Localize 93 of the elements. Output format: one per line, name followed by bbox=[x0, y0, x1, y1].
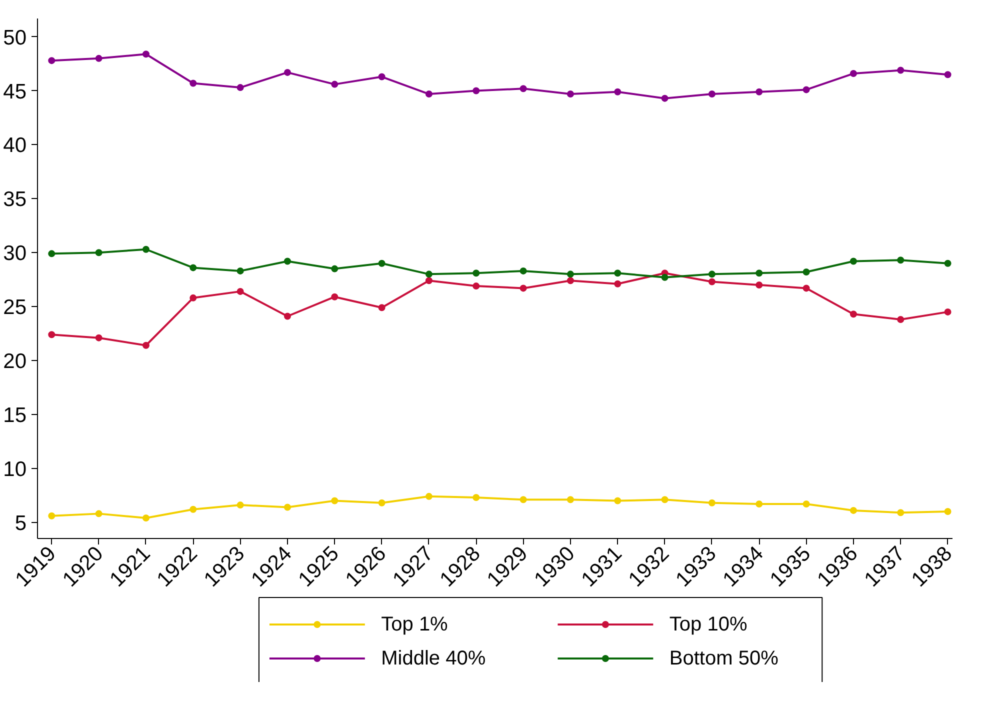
point bbox=[190, 294, 197, 302]
point bbox=[142, 342, 150, 349]
point bbox=[944, 308, 952, 316]
point bbox=[520, 267, 527, 274]
point bbox=[48, 331, 56, 338]
point bbox=[95, 334, 102, 342]
point bbox=[95, 54, 102, 62]
point bbox=[472, 270, 480, 277]
point bbox=[520, 496, 527, 504]
point bbox=[425, 277, 432, 284]
point bbox=[190, 80, 197, 87]
point bbox=[236, 502, 244, 509]
point bbox=[566, 270, 574, 278]
point bbox=[802, 500, 810, 508]
point bbox=[331, 293, 338, 300]
y-tick-label: 15 bbox=[3, 404, 26, 427]
y-tick-label: 25 bbox=[3, 296, 26, 320]
point bbox=[425, 270, 432, 278]
point bbox=[897, 509, 904, 516]
point bbox=[614, 497, 622, 504]
point bbox=[566, 277, 574, 284]
point bbox=[850, 506, 857, 514]
point bbox=[331, 265, 338, 272]
point bbox=[520, 284, 527, 292]
point bbox=[236, 288, 244, 295]
point bbox=[756, 281, 763, 288]
point bbox=[284, 68, 291, 76]
point bbox=[708, 499, 716, 506]
y-tick-label: 20 bbox=[3, 350, 26, 373]
y-tick-label: 10 bbox=[3, 458, 26, 481]
point bbox=[756, 270, 763, 277]
point bbox=[566, 496, 574, 504]
point bbox=[708, 278, 716, 286]
point bbox=[425, 492, 432, 500]
point bbox=[284, 258, 291, 265]
point bbox=[802, 284, 810, 292]
point bbox=[756, 88, 763, 96]
point bbox=[802, 268, 810, 276]
point bbox=[614, 270, 622, 277]
point bbox=[331, 497, 338, 504]
point bbox=[850, 310, 857, 318]
point bbox=[236, 84, 244, 92]
legend-label: Middle 40% bbox=[381, 648, 486, 670]
point bbox=[142, 514, 150, 522]
point bbox=[378, 260, 386, 267]
point bbox=[566, 90, 574, 98]
point bbox=[472, 494, 480, 501]
point bbox=[661, 274, 668, 281]
point bbox=[236, 267, 244, 274]
point bbox=[95, 510, 102, 518]
point bbox=[472, 282, 480, 290]
point bbox=[756, 500, 763, 508]
point bbox=[897, 66, 904, 74]
point bbox=[95, 249, 102, 256]
point bbox=[142, 246, 150, 253]
point bbox=[378, 73, 386, 80]
legend-label: Top 1% bbox=[381, 614, 448, 636]
point bbox=[378, 304, 386, 312]
point bbox=[850, 258, 857, 265]
y-tick-label: 5 bbox=[14, 512, 27, 535]
point bbox=[944, 71, 952, 78]
point bbox=[331, 80, 338, 88]
point bbox=[944, 508, 952, 516]
point bbox=[378, 499, 386, 506]
point bbox=[614, 88, 622, 96]
point bbox=[48, 512, 56, 520]
point bbox=[708, 270, 716, 278]
point bbox=[425, 90, 432, 98]
point bbox=[190, 506, 197, 513]
point bbox=[190, 264, 197, 272]
legend-label: Bottom 50% bbox=[669, 648, 779, 670]
point bbox=[897, 256, 904, 264]
point bbox=[661, 94, 668, 102]
y-tick-label: 40 bbox=[3, 134, 26, 158]
point bbox=[48, 57, 56, 64]
point bbox=[661, 496, 668, 504]
y-tick-label: 30 bbox=[3, 242, 26, 266]
point bbox=[802, 86, 810, 94]
legend-label: Top 10% bbox=[669, 614, 748, 636]
point bbox=[614, 280, 622, 288]
point bbox=[142, 50, 150, 58]
y-tick-label: 50 bbox=[3, 26, 26, 50]
point bbox=[284, 312, 291, 320]
point bbox=[897, 316, 904, 323]
point bbox=[284, 504, 291, 511]
point bbox=[48, 250, 56, 258]
y-tick-label: 45 bbox=[3, 80, 26, 104]
point bbox=[850, 70, 857, 78]
point bbox=[708, 90, 716, 98]
y-tick-label: 35 bbox=[3, 188, 26, 212]
point bbox=[472, 87, 480, 94]
point bbox=[520, 85, 527, 92]
point bbox=[944, 260, 952, 267]
